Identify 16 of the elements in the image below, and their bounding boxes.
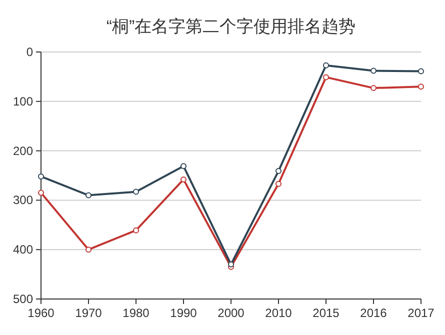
x-tick-label: 1960 <box>28 306 55 320</box>
x-tick-label: 2015 <box>312 306 340 320</box>
x-tick-label: 1970 <box>75 306 102 320</box>
y-tick-label: 300 <box>12 193 34 208</box>
x-tick-label: 2017 <box>408 306 435 320</box>
y-tick-label: 0 <box>26 45 34 59</box>
x-tick-label: 1990 <box>170 306 198 320</box>
y-tick-label: 500 <box>12 292 34 306</box>
x-tick-label: 1980 <box>122 306 150 320</box>
y-tick-label: 100 <box>12 94 34 108</box>
x-tick-label: 2010 <box>265 306 292 320</box>
x-tick-label: 2016 <box>360 306 388 320</box>
x-tick-label: 2000 <box>218 306 245 320</box>
y-tick-label: 200 <box>12 144 34 158</box>
y-tick-label: 400 <box>12 242 34 257</box>
chart-title: “桐”在名字第二个字使用排名趋势 <box>106 17 356 36</box>
